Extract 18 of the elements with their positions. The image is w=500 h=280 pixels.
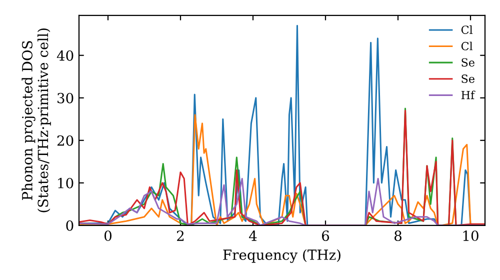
x-tick-label: 0 (104, 230, 112, 242)
y-tick-label: 0 (66, 220, 74, 231)
legend-label: Cl (461, 25, 473, 34)
legend-label: Cl (461, 42, 473, 50)
x-tick-label: 6 (322, 230, 330, 242)
x-tick-label: 2 (177, 230, 184, 241)
legend-label: Hf (461, 90, 476, 100)
x-tick-label: 10 (463, 230, 478, 242)
y-tick-label: 20 (57, 135, 74, 146)
x-tick-label: 8 (394, 230, 402, 242)
y-tick-label: 40 (56, 50, 74, 61)
y-tick-label: 10 (58, 178, 74, 188)
x-axis-title: Frequency (THz) (223, 249, 340, 263)
legend-label: Se (462, 58, 474, 67)
y-axis-title: Phonon projected DOS (States/THz·primitive cell) (22, 28, 51, 212)
y-tick-label: 30 (58, 92, 74, 104)
legend-label: Se (462, 74, 474, 83)
x-tick-label: 4 (249, 230, 257, 241)
